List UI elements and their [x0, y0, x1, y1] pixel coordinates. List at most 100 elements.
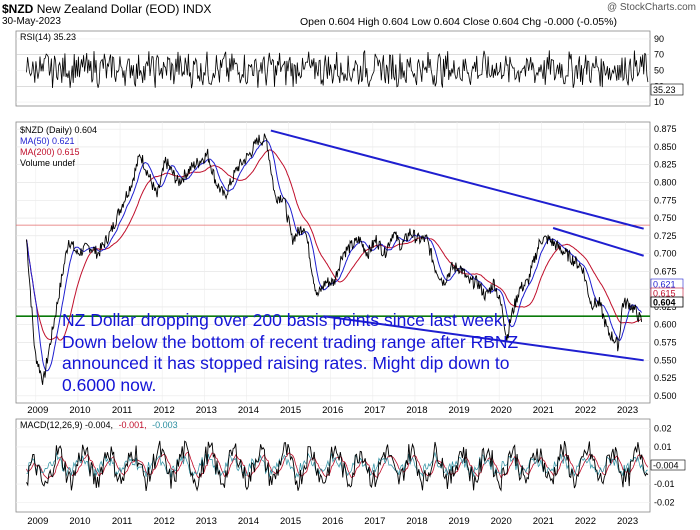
price-x-tick-label: 2018	[406, 405, 427, 416]
macd-legend-signal: -0.001,	[119, 420, 147, 430]
macd-x-tick-label: 2013	[196, 516, 217, 527]
price-x-tick-label: 2017	[364, 405, 385, 416]
price-y-tick-label: 0.575	[654, 338, 677, 348]
rsi-panel: 1030507090 RSI(14) 35.23 35.23	[15, 30, 684, 107]
price-y-tick-label: 0.500	[654, 391, 677, 401]
badge-ma200: 0.615	[653, 289, 676, 299]
symbol: $NZD	[2, 2, 34, 16]
macd-x-tick-label: 2016	[322, 516, 343, 527]
price-x-tick-label: 2019	[448, 405, 469, 416]
exchange: INDX	[182, 2, 212, 16]
price-y-tick-label: 0.875	[654, 124, 677, 134]
price-last-badges: 0.621 0.615 0.604	[650, 278, 684, 308]
price-y-tick-label: 0.525	[654, 373, 677, 383]
price-x-tick-label: 2010	[69, 405, 90, 416]
copyright: @ StockCharts.com	[606, 2, 696, 13]
badge-ma50: 0.621	[653, 280, 676, 290]
rsi-series	[26, 50, 649, 89]
price-y-tick-label: 0.550	[654, 355, 677, 365]
price-x-tick-label: 2014	[238, 405, 259, 416]
macd-legend-macd: MACD(12,26,9) -0.004,	[20, 420, 113, 430]
macd-panel: 0.020.010.00-0.01-0.02 20092010201120122…	[15, 418, 686, 527]
price-x-axis: 2009 2010 2011 2012 2013 2014 2015 2016 2017 2018…	[27, 405, 638, 416]
price-x-tick-label: 2015	[280, 405, 301, 416]
price-legend: $NZD (Daily) 0.604 MA(50) 0.621 MA(200) …	[20, 125, 97, 168]
trend-line	[270, 129, 644, 230]
rsi-last-label: 35.23	[653, 85, 676, 95]
chart-date: 30-May-2023	[2, 16, 61, 27]
macd-last-badge: -0.004	[650, 459, 686, 471]
ohlc-quote: Open 0.604 High 0.604 Low 0.604 Close 0.…	[300, 16, 617, 28]
macd-last-label: -0.004	[653, 461, 679, 471]
macd-x-tick-label: 2015	[280, 516, 301, 527]
price-grid	[16, 122, 650, 403]
instrument-name: New Zealand Dollar (EOD)	[36, 2, 180, 16]
macd-x-tick-label: 2009	[27, 516, 48, 527]
trend-line	[323, 315, 644, 362]
chart-title: $NZD New Zealand Dollar (EOD) INDX	[2, 2, 211, 16]
rsi-grid	[16, 38, 650, 103]
macd-x-tick-label: 2021	[533, 516, 554, 527]
legend-ma50: MA(50) 0.621	[20, 136, 75, 146]
price-x-tick-label: 2022	[575, 405, 596, 416]
price-frame	[15, 121, 651, 404]
price-y-tick-label: 0.700	[654, 249, 677, 259]
price-x-tick-label: 2009	[27, 405, 48, 416]
price-x-tick-label: 2013	[196, 405, 217, 416]
legend-price: $NZD (Daily) 0.604	[20, 125, 97, 135]
price-y-tick-label: 0.800	[654, 177, 677, 187]
price-x-tick-label: 2023	[617, 405, 638, 416]
macd-legend-hist: -0.003	[152, 420, 178, 430]
price-x-tick-label: 2012	[154, 405, 175, 416]
price-x-tick-label: 2011	[112, 405, 132, 416]
price-y-tick-label: 0.825	[654, 160, 677, 170]
price-x-tick-label: 2020	[491, 405, 512, 416]
macd-y-tick-label: 0.01	[654, 442, 672, 452]
macd-x-tick-label: 2018	[406, 516, 427, 527]
macd-x-tick-label: 2019	[448, 516, 469, 527]
rsi-y-tick-label: 10	[654, 97, 664, 107]
rsi-y-tick-label: 50	[654, 65, 664, 75]
macd-signal-series	[26, 451, 649, 480]
macd-legend: MACD(12,26,9) -0.004, -0.001, -0.003	[20, 420, 178, 430]
rsi-y-tick-label: 70	[654, 50, 664, 60]
price-x-tick-label: 2021	[533, 405, 554, 416]
price-y-tick-label: 0.600	[654, 320, 677, 330]
macd-x-tick-label: 2012	[154, 516, 175, 527]
price-series	[26, 133, 643, 385]
annotation-text: NZ Dollar dropping over 200 basis points…	[62, 310, 519, 395]
rsi-y-tick-label: 90	[654, 34, 664, 44]
legend-volume: Volume undef	[20, 158, 76, 168]
legend-ma200: MA(200) 0.615	[20, 147, 80, 157]
macd-y-tick-label: -0.01	[654, 479, 675, 489]
macd-series	[26, 440, 649, 492]
price-y-tick-label: 0.850	[654, 142, 677, 152]
macd-x-tick-label: 2023	[617, 516, 638, 527]
price-y-axis: 0.875 0.850 0.825 0.800 0.775 0.750 0.725 0.700…	[654, 124, 677, 401]
macd-x-axis: 2009 2010 2011 2012 2013 2014 2015 2016 2017 2018…	[27, 516, 638, 527]
macd-y-tick-label: 0.02	[654, 423, 672, 433]
rsi-legend: RSI(14) 35.23	[20, 32, 76, 42]
trend-lines	[270, 129, 644, 362]
trend-line	[552, 227, 644, 257]
price-y-tick-label: 0.675	[654, 266, 677, 276]
price-y-tick-label: 0.775	[654, 195, 677, 205]
macd-x-tick-label: 2011	[112, 516, 132, 527]
rsi-last-badge: 35.23	[650, 83, 684, 96]
ma50-series	[26, 139, 642, 372]
macd-x-tick-label: 2010	[69, 516, 90, 527]
macd-x-tick-label: 2022	[575, 516, 596, 527]
badge-price: 0.604	[653, 298, 676, 308]
macd-y-tick-label: -0.02	[654, 498, 675, 508]
macd-x-tick-label: 2017	[364, 516, 385, 527]
macd-x-tick-label: 2014	[238, 516, 259, 527]
price-panel: 0.875 0.850 0.825 0.800 0.775 0.750 0.725 0.700…	[15, 121, 684, 416]
price-y-tick-label: 0.750	[654, 213, 677, 223]
price-y-tick-label: 0.725	[654, 231, 677, 241]
macd-x-tick-label: 2020	[491, 516, 512, 527]
rsi-axis: 1030507090	[654, 34, 664, 107]
price-x-tick-label: 2016	[322, 405, 343, 416]
rsi-frame	[15, 30, 651, 107]
